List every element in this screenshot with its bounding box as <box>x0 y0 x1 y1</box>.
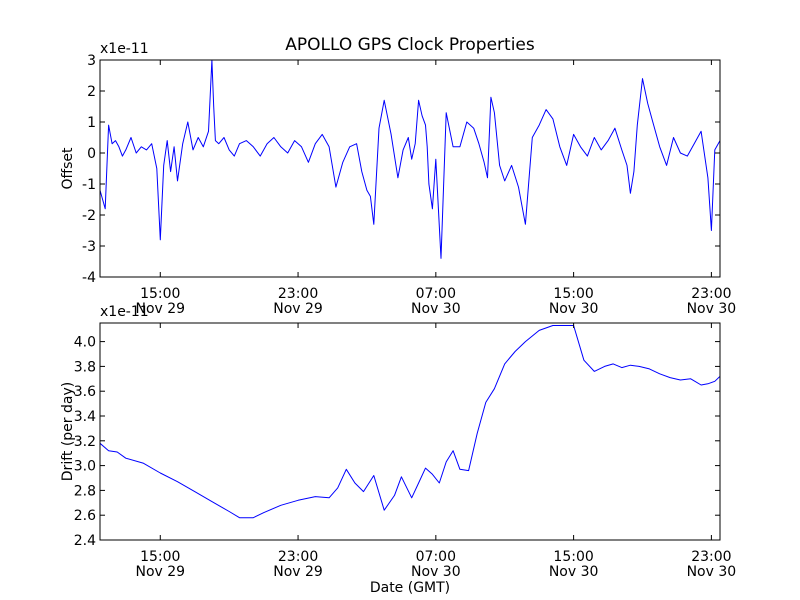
drift-x-axis-label: Date (GMT) <box>370 580 450 596</box>
offset-series-line <box>100 60 720 259</box>
drift-x-tick-date: Nov 29 <box>273 564 323 580</box>
drift-x-tick-time: 23:00 <box>691 549 731 565</box>
drift-y-tick-label: 4.0 <box>74 335 96 351</box>
chart-title: APOLLO GPS Clock Properties <box>285 35 535 55</box>
offset-y-tick-label: -1 <box>82 177 96 193</box>
offset-x-tick-time: 07:00 <box>416 286 456 302</box>
offset-y-multiplier: x1e-11 <box>100 41 149 57</box>
offset-x-tick-date: Nov 30 <box>687 301 737 317</box>
drift-y-tick-label: 3.6 <box>74 384 96 400</box>
offset-y-tick-label: 1 <box>87 115 96 131</box>
drift-x-tick-date: Nov 30 <box>411 564 461 580</box>
drift-y-tick-label: 3.2 <box>74 434 96 450</box>
offset-x-tick-date: Nov 30 <box>549 301 599 317</box>
offset-y-tick-label: -3 <box>82 239 96 255</box>
offset-x-tick-date: Nov 29 <box>135 301 185 317</box>
drift-x-tick-time: 15:00 <box>553 549 593 565</box>
drift-x-tick-date: Nov 30 <box>549 564 599 580</box>
offset-x-tick-date: Nov 30 <box>411 301 461 317</box>
drift-x-tick-time: 15:00 <box>140 549 180 565</box>
drift-x-tick-time: 23:00 <box>278 549 318 565</box>
offset-x-tick-time: 15:00 <box>553 286 593 302</box>
drift-y-multiplier: x1e-11 <box>100 304 149 320</box>
drift-x-tick-date: Nov 30 <box>687 564 737 580</box>
drift-x-tick-time: 07:00 <box>416 549 456 565</box>
drift-series-line <box>100 325 720 519</box>
offset-y-tick-label: 3 <box>87 53 96 69</box>
offset-y-axis-label: Offset <box>60 147 76 190</box>
drift-y-tick-label: 2.8 <box>74 483 96 499</box>
offset-y-tick-label: -4 <box>82 270 96 286</box>
drift-y-tick-label: 2.6 <box>74 508 96 524</box>
drift-plot-frame <box>99 322 721 541</box>
offset-plot-frame <box>99 59 721 278</box>
offset-y-tick-label: -2 <box>82 208 96 224</box>
offset-x-tick-time: 23:00 <box>278 286 318 302</box>
drift-y-tick-label: 3.8 <box>74 359 96 375</box>
offset-y-tick-label: 2 <box>87 84 96 100</box>
offset-x-tick-time: 23:00 <box>691 286 731 302</box>
drift-y-axis-label: Drift (per day) <box>60 382 76 481</box>
drift-y-tick-label: 2.4 <box>74 533 96 549</box>
drift-y-tick-label: 3.0 <box>74 459 96 475</box>
offset-y-tick-label: 0 <box>87 146 96 162</box>
offset-x-tick-time: 15:00 <box>140 286 180 302</box>
drift-x-tick-date: Nov 29 <box>135 564 185 580</box>
drift-panel: x1e-11 Drift (per day) Date (GMT) 2.4 2.6… <box>60 304 736 596</box>
offset-x-tick-date: Nov 29 <box>273 301 323 317</box>
drift-y-tick-label: 3.4 <box>74 409 96 425</box>
